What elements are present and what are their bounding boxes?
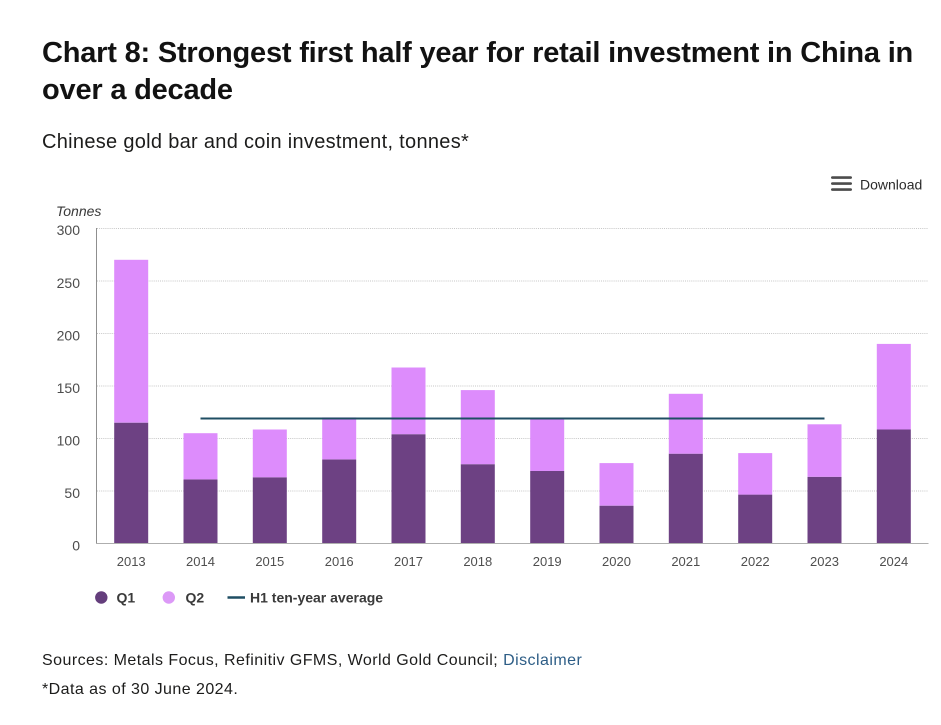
svg-text:Download: Download — [860, 177, 922, 193]
svg-text:Q1: Q1 — [117, 590, 136, 606]
svg-text:300: 300 — [57, 222, 81, 238]
svg-text:2018: 2018 — [463, 554, 492, 569]
svg-text:2021: 2021 — [671, 554, 700, 569]
svg-text:2013: 2013 — [117, 554, 146, 569]
svg-text:2017: 2017 — [394, 554, 423, 569]
svg-text:2024: 2024 — [879, 554, 908, 569]
svg-text:2014: 2014 — [186, 554, 215, 569]
svg-text:250: 250 — [57, 275, 81, 291]
svg-text:50: 50 — [64, 485, 80, 501]
svg-text:2019: 2019 — [533, 554, 562, 569]
svg-text:H1 ten-year average: H1 ten-year average — [250, 590, 383, 606]
svg-text:200: 200 — [57, 327, 81, 343]
svg-text:100: 100 — [57, 432, 81, 448]
svg-text:2015: 2015 — [255, 554, 284, 569]
svg-text:Tonnes: Tonnes — [56, 203, 101, 219]
svg-text:2020: 2020 — [602, 554, 631, 569]
svg-text:2022: 2022 — [741, 554, 770, 569]
svg-text:Q2: Q2 — [186, 590, 205, 606]
svg-text:2016: 2016 — [325, 554, 354, 569]
svg-text:2023: 2023 — [810, 554, 839, 569]
svg-text:0: 0 — [72, 538, 80, 554]
svg-text:150: 150 — [57, 380, 81, 396]
